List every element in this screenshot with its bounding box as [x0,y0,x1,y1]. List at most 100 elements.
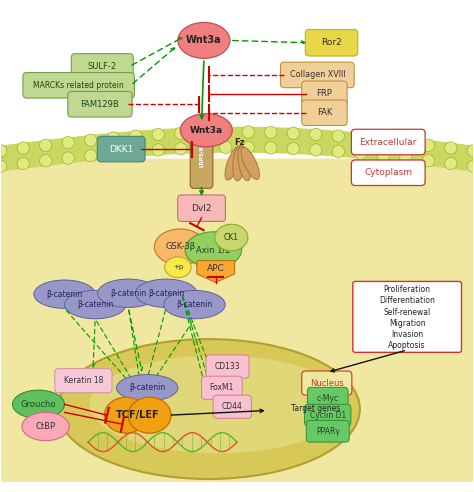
Ellipse shape [34,280,95,308]
Text: β-catenin: β-catenin [148,289,184,298]
Circle shape [467,160,474,173]
Circle shape [400,136,412,149]
Text: Cytoplasm: Cytoplasm [364,168,412,177]
FancyBboxPatch shape [72,54,133,79]
Circle shape [355,147,367,159]
Text: CD133: CD133 [215,362,240,371]
Circle shape [0,160,7,173]
Ellipse shape [164,290,225,319]
FancyBboxPatch shape [206,355,249,378]
Text: Self-renewal: Self-renewal [383,308,431,316]
Ellipse shape [180,114,232,147]
Circle shape [332,130,345,142]
Polygon shape [197,261,235,282]
Text: FoxM1: FoxM1 [210,383,234,392]
Circle shape [445,142,457,154]
Circle shape [197,126,210,139]
Text: FRP: FRP [317,90,332,98]
FancyBboxPatch shape [68,92,132,117]
Text: β-catenin: β-catenin [129,383,165,392]
FancyBboxPatch shape [302,81,347,107]
Circle shape [219,141,232,154]
FancyBboxPatch shape [305,404,351,426]
Text: CK1: CK1 [224,233,239,242]
Text: Keratin 18: Keratin 18 [64,376,103,385]
Ellipse shape [185,232,242,268]
Circle shape [355,132,367,144]
FancyBboxPatch shape [308,387,348,409]
Text: β-catenin: β-catenin [77,300,113,309]
FancyBboxPatch shape [302,371,352,395]
Text: +p: +p [173,264,183,270]
FancyBboxPatch shape [55,369,112,393]
Ellipse shape [57,339,360,479]
Circle shape [129,130,142,142]
Circle shape [400,152,412,164]
Text: FAM129B: FAM129B [81,100,119,109]
Text: Ror2: Ror2 [321,38,342,47]
Ellipse shape [241,147,259,180]
Text: Cyclin D1: Cyclin D1 [310,411,346,420]
Text: β-catenin: β-catenin [176,300,213,309]
Circle shape [445,157,457,170]
Ellipse shape [104,397,147,433]
Text: Target genes: Target genes [292,403,341,413]
Text: TCF/LEF: TCF/LEF [116,410,160,420]
Ellipse shape [12,390,64,419]
Text: β-catenin: β-catenin [110,289,146,298]
Circle shape [264,126,277,139]
Circle shape [107,147,119,159]
Ellipse shape [225,147,241,180]
Circle shape [174,127,187,139]
Text: Extracellular: Extracellular [360,138,417,147]
Circle shape [62,136,74,149]
Text: CD44: CD44 [222,402,243,411]
FancyBboxPatch shape [97,136,145,162]
Ellipse shape [128,397,171,433]
Circle shape [39,139,52,152]
Circle shape [39,154,52,167]
FancyBboxPatch shape [305,30,358,56]
Circle shape [17,157,29,170]
Circle shape [377,150,390,162]
Ellipse shape [155,229,206,265]
Ellipse shape [117,374,178,401]
Ellipse shape [178,23,230,59]
Circle shape [17,142,29,154]
FancyBboxPatch shape [190,124,213,188]
FancyBboxPatch shape [302,100,347,125]
FancyBboxPatch shape [353,281,462,352]
Circle shape [310,128,322,141]
Text: Axin 1/2: Axin 1/2 [196,246,231,254]
Text: PPARγ: PPARγ [316,427,340,436]
FancyBboxPatch shape [23,72,135,98]
FancyBboxPatch shape [281,62,354,88]
Text: LRP5/6: LRP5/6 [199,146,204,167]
Text: Proliferation: Proliferation [383,285,431,294]
Ellipse shape [164,257,191,277]
Text: Apoptosis: Apoptosis [388,340,426,350]
Circle shape [287,143,300,155]
Text: CtBP: CtBP [36,422,55,431]
Text: MARCKs related protein: MARCKs related protein [33,81,124,90]
Circle shape [107,132,119,144]
Circle shape [0,145,7,157]
Text: Fz: Fz [234,138,245,147]
Ellipse shape [136,279,197,308]
Circle shape [152,128,164,141]
Text: Groucho: Groucho [21,400,56,409]
Circle shape [219,126,232,138]
Text: DKK1: DKK1 [109,145,133,154]
Circle shape [310,144,322,156]
Circle shape [287,127,300,139]
FancyBboxPatch shape [351,160,425,185]
Text: Wnt3a: Wnt3a [186,35,222,45]
Circle shape [264,142,277,154]
Circle shape [332,146,345,157]
Text: Invasion: Invasion [391,330,423,338]
Circle shape [242,141,255,154]
Circle shape [84,134,97,146]
Text: Differentiation: Differentiation [379,297,435,306]
Text: FAK: FAK [317,108,332,117]
Circle shape [197,142,210,154]
